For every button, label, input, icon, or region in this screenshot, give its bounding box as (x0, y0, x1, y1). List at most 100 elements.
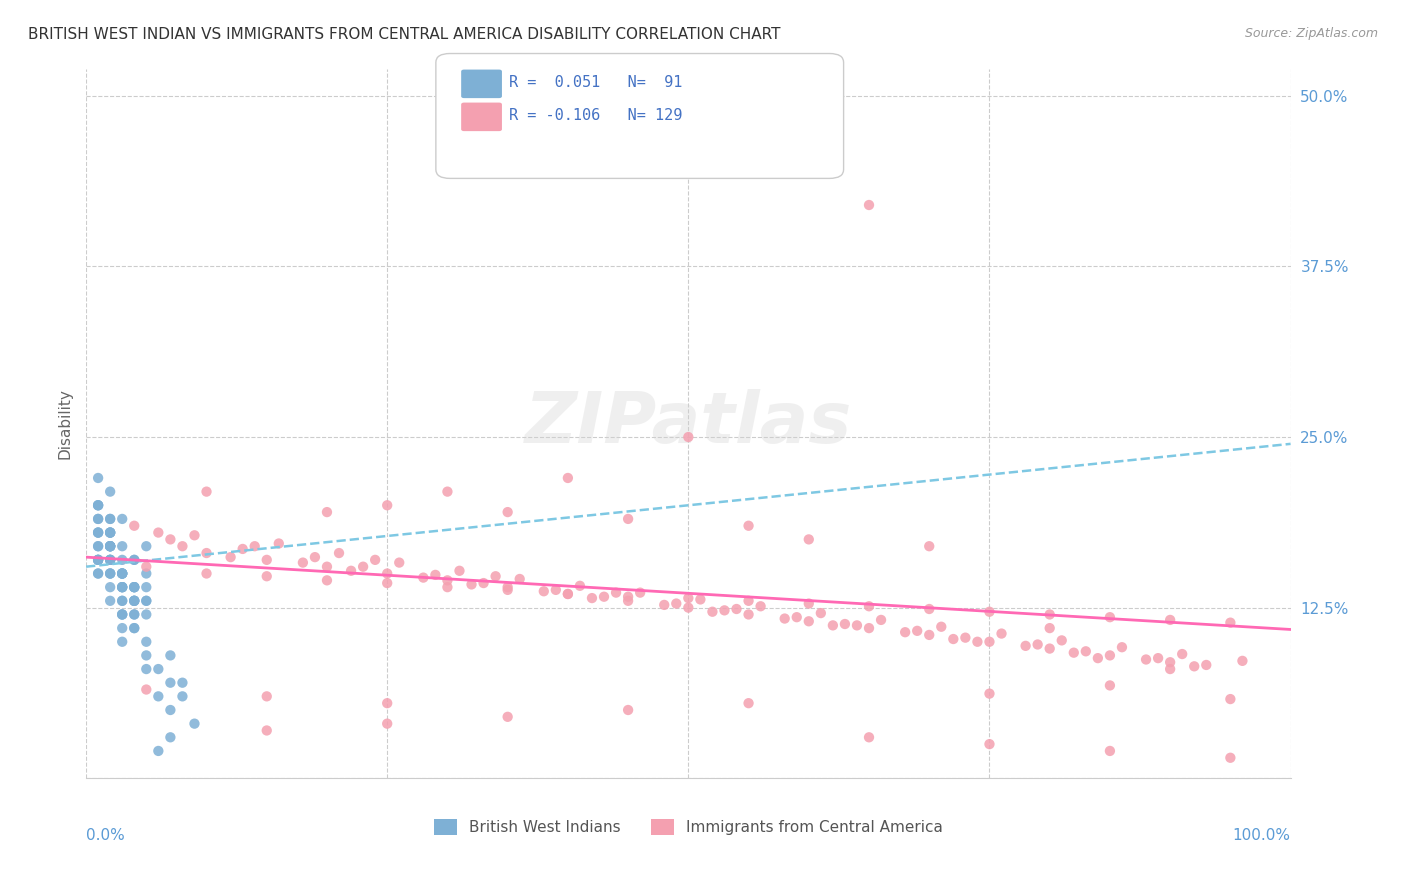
Point (87, 471, 110, 485)
Point (135, 662, 157, 676)
Point (749, 599, 772, 614)
Point (98, 525, 121, 540)
Point (111, 566, 134, 581)
Point (568, 579, 591, 593)
Point (148, 690, 170, 704)
Point (533, 584, 555, 599)
Point (111, 566, 134, 581)
Point (183, 716, 205, 731)
Point (979, 737, 1001, 751)
Point (979, 687, 1001, 701)
Point (87, 553, 110, 567)
Point (725, 602, 748, 616)
Point (111, 634, 134, 648)
Point (737, 518, 759, 533)
Point (183, 528, 205, 542)
Point (942, 632, 965, 646)
Point (98, 594, 121, 608)
Point (678, 430, 700, 444)
Point (388, 556, 411, 570)
Point (509, 572, 531, 586)
Point (256, 553, 278, 567)
Point (122, 594, 145, 608)
Point (98, 539, 121, 553)
Point (122, 553, 145, 567)
Point (425, 567, 447, 582)
Point (593, 590, 616, 604)
Point (834, 617, 856, 632)
Point (1219, 692, 1241, 706)
Text: ZIPatlas: ZIPatlas (524, 389, 852, 458)
Point (87, 512, 110, 526)
Point (1098, 648, 1121, 663)
Point (894, 625, 917, 640)
Point (243, 539, 266, 553)
Point (412, 571, 434, 585)
Point (159, 533, 181, 547)
Point (472, 576, 495, 591)
Point (256, 569, 278, 583)
Point (436, 484, 458, 499)
Point (375, 696, 398, 710)
Point (98, 525, 121, 540)
Point (713, 603, 735, 617)
Point (1219, 751, 1241, 765)
Point (98, 525, 121, 540)
Point (87, 512, 110, 526)
Point (1098, 610, 1121, 624)
Point (1039, 607, 1062, 622)
Point (810, 606, 832, 620)
Point (159, 731, 181, 745)
Text: R =  0.051   N=  91: R = 0.051 N= 91 (509, 75, 682, 89)
Point (496, 582, 519, 597)
Point (87, 498, 110, 512)
Point (87, 539, 110, 553)
Point (98, 566, 121, 581)
Point (1171, 647, 1194, 661)
Point (111, 594, 134, 608)
Legend: British West Indians, Immigrants from Central America: British West Indians, Immigrants from Ce… (427, 814, 949, 841)
Point (98, 566, 121, 581)
Point (1159, 655, 1181, 669)
Point (148, 744, 170, 758)
Point (111, 566, 134, 581)
Point (111, 580, 134, 594)
Point (316, 574, 339, 588)
Text: 0.0%: 0.0% (86, 828, 125, 843)
Point (135, 648, 157, 663)
Point (460, 577, 482, 591)
Point (122, 580, 145, 594)
Point (98, 580, 121, 594)
Point (557, 587, 579, 601)
Point (135, 559, 157, 574)
Point (172, 690, 194, 704)
Point (918, 602, 941, 616)
Point (172, 539, 194, 553)
Point (135, 580, 157, 594)
Point (858, 599, 880, 614)
Point (1039, 621, 1062, 635)
Point (135, 682, 157, 697)
Point (87, 553, 110, 567)
Point (98, 525, 121, 540)
Point (449, 564, 471, 578)
Point (617, 594, 640, 608)
Point (955, 631, 977, 645)
Point (98, 566, 121, 581)
Point (1159, 662, 1181, 676)
Point (1219, 615, 1241, 630)
Point (87, 498, 110, 512)
Point (256, 690, 278, 704)
Point (557, 471, 579, 485)
Point (846, 618, 869, 632)
Point (135, 566, 157, 581)
Point (159, 703, 181, 717)
Point (352, 559, 374, 574)
Point (111, 594, 134, 608)
Point (340, 564, 363, 578)
Point (219, 550, 242, 565)
Point (1147, 651, 1170, 665)
Point (678, 600, 700, 615)
Point (98, 553, 121, 567)
Point (966, 634, 988, 648)
